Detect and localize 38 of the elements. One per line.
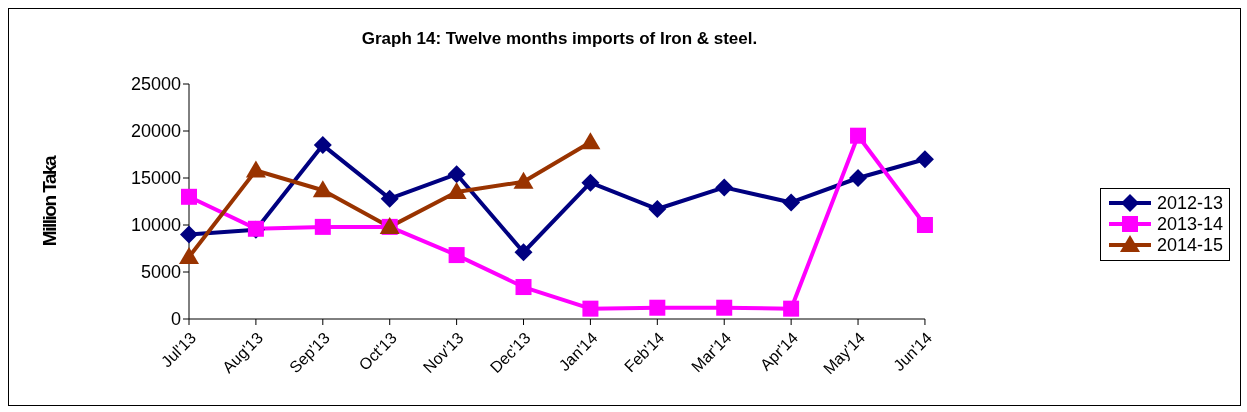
point [916, 217, 933, 233]
point [180, 225, 198, 244]
point [915, 150, 934, 169]
point [313, 136, 332, 155]
point [648, 200, 667, 219]
legend-label: 2013-14 [1156, 213, 1223, 235]
point [380, 189, 399, 208]
y-axis-title: Million Taka [38, 154, 60, 247]
point [850, 127, 867, 144]
point [782, 193, 801, 212]
point [514, 243, 533, 262]
y-tick-label: 0 [170, 309, 181, 330]
point [181, 188, 197, 205]
point [849, 169, 868, 187]
point [448, 247, 465, 264]
legend-label: 2014-15 [1156, 234, 1223, 256]
y-tick-label: 15000 [130, 168, 181, 189]
point [513, 171, 534, 189]
point [312, 180, 333, 198]
point [580, 132, 601, 150]
point [581, 173, 600, 192]
legend-label: 2012-13 [1156, 192, 1223, 214]
y-tick-label: 25000 [130, 74, 181, 95]
y-tick-label: 5000 [140, 262, 181, 283]
point [783, 300, 800, 317]
point [515, 279, 532, 296]
y-tick-label: 20000 [130, 121, 181, 142]
y-tick-label: 10000 [130, 215, 181, 236]
point [245, 160, 266, 178]
chart-title: Graph 14: Twelve months imports of Iron & steel. [360, 29, 759, 49]
point [179, 246, 199, 264]
point [715, 178, 734, 197]
point [582, 300, 599, 317]
point [314, 218, 331, 235]
point [447, 165, 466, 184]
point [716, 299, 733, 316]
point [446, 182, 467, 200]
point [649, 299, 666, 316]
